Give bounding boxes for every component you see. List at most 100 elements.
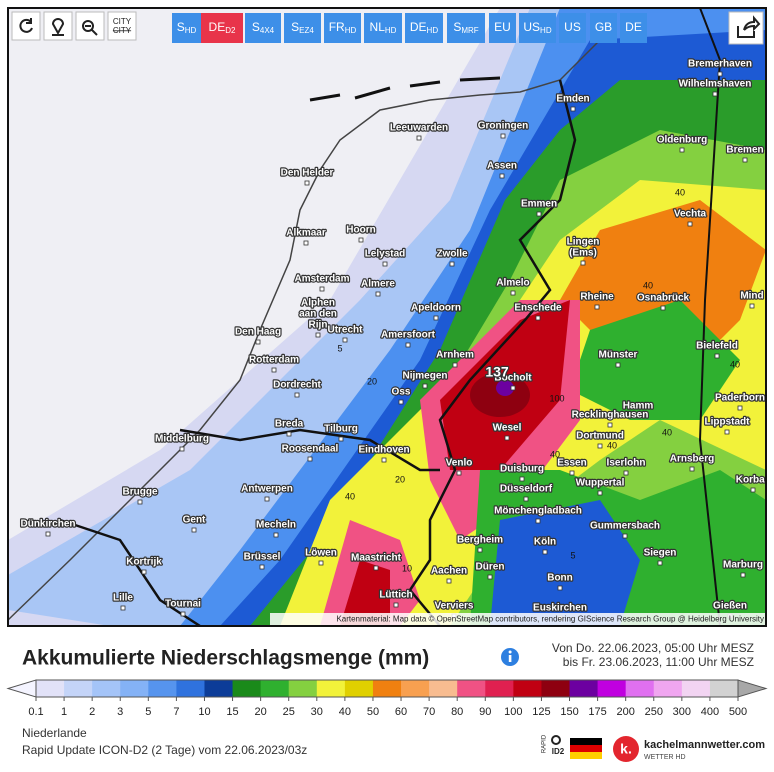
legend-tick-label: 2	[89, 706, 95, 718]
city-marker	[724, 429, 730, 435]
city-marker	[191, 527, 197, 533]
city-label: Vechta	[674, 209, 707, 220]
legend-arrow-low	[6, 679, 37, 698]
city-marker	[373, 565, 379, 571]
city-label: Leeuwarden	[390, 123, 448, 134]
model-button[interactable]	[489, 13, 516, 43]
legend-swatch	[288, 680, 318, 697]
model-button[interactable]	[405, 13, 443, 43]
legend-tick-label: 25	[283, 706, 295, 718]
city-label: Düren	[476, 562, 505, 573]
map: Bremerhaven Wilhelmshaven Emden Leeuwarden G…	[8, 8, 766, 626]
city-marker	[542, 549, 548, 555]
city-label: Eindhoven	[358, 445, 409, 456]
city-label: Amersfoort	[381, 330, 436, 341]
legend-swatch	[597, 680, 627, 697]
city-marker	[750, 487, 756, 493]
contour-label: 20	[395, 474, 405, 484]
legend-swatch	[457, 680, 486, 697]
model-button[interactable]	[324, 13, 361, 43]
city-marker	[433, 315, 439, 321]
legend-tick-label: 3	[117, 706, 123, 718]
contour-label: 10	[402, 563, 412, 573]
legend-frame	[35, 679, 739, 698]
city-marker	[557, 585, 563, 591]
city-label: Maastricht	[351, 553, 402, 564]
city-button[interactable]	[107, 11, 137, 41]
city-label: Wilhelmshaven	[679, 79, 752, 90]
model-button[interactable]	[447, 13, 485, 43]
model-button[interactable]	[201, 13, 243, 43]
model-button[interactable]	[519, 13, 556, 43]
legend-tick-label: 30	[311, 706, 323, 718]
city-marker	[523, 496, 529, 502]
model-button-label: SMRF	[453, 20, 478, 35]
badge-icon	[551, 735, 561, 745]
city-label: Antwerpen	[241, 484, 293, 495]
city-marker	[45, 531, 51, 537]
city-button-label: CITY	[113, 26, 132, 35]
model-button[interactable]	[559, 13, 586, 43]
city-marker	[319, 286, 325, 292]
model-button[interactable]	[620, 13, 647, 43]
legend-swatch	[36, 680, 65, 697]
city-marker	[660, 305, 666, 311]
city-marker	[179, 446, 185, 452]
model-button-label: SHD	[177, 20, 197, 35]
contour-label: 40	[643, 280, 653, 290]
model-button-label: FRHD	[329, 20, 357, 35]
city-marker	[422, 383, 428, 389]
legend-tick-label: 80	[451, 706, 463, 718]
model-button[interactable]	[172, 13, 201, 43]
city-button-label: CITY	[113, 17, 132, 26]
border	[698, 8, 722, 626]
city-marker	[446, 578, 452, 584]
city-label: Assen	[487, 161, 517, 172]
city-label: Siegen	[644, 548, 677, 559]
legend-swatch	[569, 680, 599, 697]
city-label: Bielefeld	[696, 341, 738, 352]
city-label: Hoorn	[346, 225, 375, 236]
rain-area	[490, 500, 640, 626]
model-button[interactable]	[590, 13, 617, 43]
rain-area	[470, 373, 530, 417]
city-marker	[597, 490, 603, 496]
city-label: Münster	[599, 350, 638, 361]
info-icon	[508, 655, 512, 662]
city-label: Wesel	[493, 423, 522, 434]
model-button[interactable]	[245, 13, 281, 43]
city-label: Lelystad	[365, 249, 406, 260]
model-button[interactable]	[284, 13, 321, 43]
legend-swatch	[92, 680, 121, 697]
city-label: Oss	[392, 387, 411, 398]
model-button[interactable]	[364, 13, 402, 43]
city-label: Emmen	[521, 199, 557, 210]
city-label: Lüttich	[379, 590, 412, 601]
border	[179, 428, 440, 472]
city-marker	[740, 572, 746, 578]
legend-swatch	[344, 680, 374, 697]
city-marker	[717, 71, 723, 77]
city-label: Köln	[534, 537, 556, 548]
rain-area	[570, 300, 740, 420]
city-marker	[405, 342, 411, 348]
reload-button[interactable]	[11, 11, 41, 41]
flag	[570, 738, 602, 745]
city-marker	[307, 456, 313, 462]
model-button-label: US	[564, 20, 581, 34]
city-marker	[180, 611, 186, 617]
city-label: Rijn	[309, 320, 328, 331]
city-label: Tournai	[165, 599, 201, 610]
city-label: aan den	[299, 309, 337, 320]
city-label: Bremerhaven	[688, 59, 752, 70]
city-label: Bergheim	[457, 535, 503, 546]
city-marker	[510, 385, 516, 391]
city-label: Euskirchen	[533, 603, 587, 614]
zoom-icon	[82, 20, 98, 36]
city-label: Düsseldorf	[500, 484, 553, 495]
contour-label: 40	[345, 491, 355, 501]
city-marker	[304, 180, 310, 186]
city-label: Den Helder	[281, 168, 334, 179]
city-label: Essen	[557, 458, 586, 469]
city-marker	[449, 261, 455, 267]
